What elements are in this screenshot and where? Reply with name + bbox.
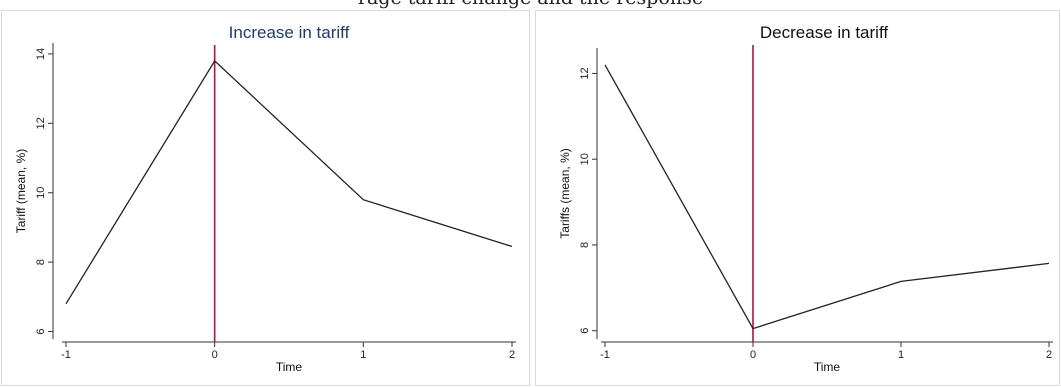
x-tick-label: 2 bbox=[1046, 349, 1052, 361]
y-tick-label: 6 bbox=[35, 328, 47, 334]
clipped-heading-text: rage tariff change and the response bbox=[0, 0, 1061, 9]
x-tick-label: 1 bbox=[360, 349, 366, 361]
clipped-figure-heading: rage tariff change and the response bbox=[0, 0, 1061, 10]
chart-title: Increase in tariff bbox=[229, 23, 350, 42]
chart-panel-decrease: Decrease in tariff 6 8 10 12 Tariffs (mean, %… bbox=[535, 10, 1060, 386]
chart-panel-increase: Increase in tariff 6 8 10 12 14 Tariff (mean, … bbox=[1, 10, 530, 386]
y-tick-label: 6 bbox=[579, 328, 591, 334]
x-axis-title: Time bbox=[276, 360, 303, 374]
series-line bbox=[65, 59, 513, 305]
y-tick-label: 12 bbox=[35, 117, 47, 129]
x-tick-label: 1 bbox=[898, 349, 904, 361]
chart-title: Decrease in tariff bbox=[760, 23, 888, 42]
y-tick-label: 12 bbox=[579, 67, 591, 79]
y-axis-title: Tariffs (mean, %) bbox=[558, 148, 572, 238]
y-tick-label: 8 bbox=[579, 242, 591, 248]
y-tick-label: 8 bbox=[35, 259, 47, 265]
x-tick-label: 0 bbox=[750, 349, 756, 361]
x-tick-label: -1 bbox=[61, 349, 71, 361]
x-tick-label: 0 bbox=[212, 349, 218, 361]
x-tick-label: -1 bbox=[600, 349, 610, 361]
x-tick-label: 2 bbox=[509, 349, 515, 361]
y-tick-label: 14 bbox=[35, 48, 47, 60]
y-tick-label: 10 bbox=[579, 153, 591, 165]
x-axis-title: Time bbox=[814, 360, 841, 374]
series-line bbox=[604, 64, 1050, 330]
y-axis-title: Tariff (mean, %) bbox=[14, 149, 28, 233]
y-tick-label: 10 bbox=[35, 187, 47, 199]
